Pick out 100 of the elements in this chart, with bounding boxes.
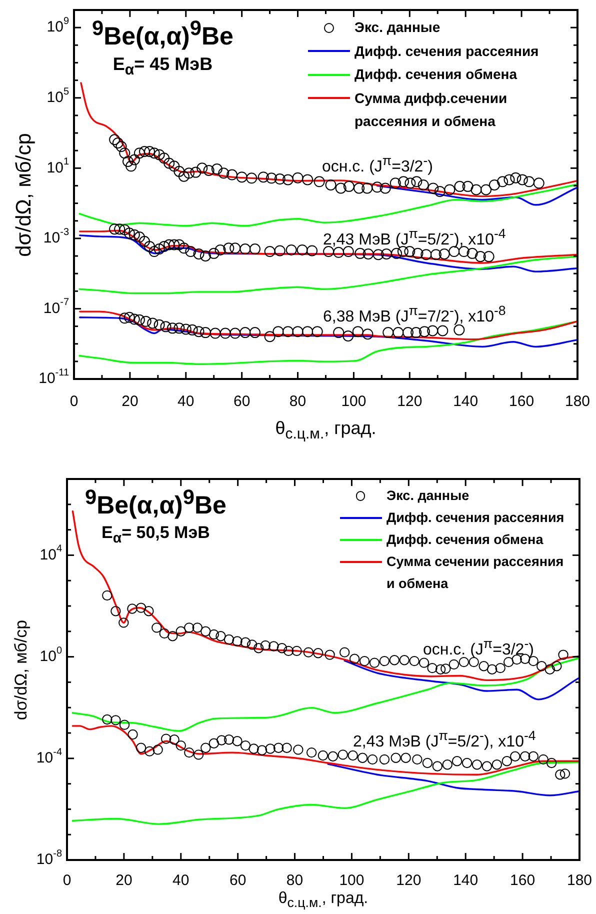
point [411,176,422,188]
point [392,327,404,338]
point [136,742,146,753]
point [147,318,158,329]
point [127,604,138,614]
point [390,752,401,763]
point [232,636,242,646]
point [313,648,324,658]
point [382,327,394,338]
point [409,656,420,666]
point [402,327,414,338]
point [335,182,346,194]
point [495,662,506,674]
point [109,134,120,146]
point [230,242,241,254]
point [440,664,451,674]
point [110,606,121,616]
point [323,246,334,258]
x-tick-label: 160 [510,872,536,890]
annotation: 2,43 МэВ (J$^{π}$=5/2$^{-}$), x10$^{-4}$ [323,226,506,249]
point [483,251,494,262]
point [193,750,204,760]
point [230,328,241,339]
point [379,754,390,765]
point [260,640,271,651]
point [437,325,448,336]
point [478,661,489,672]
point [154,149,165,160]
point [166,322,178,334]
point [492,760,502,770]
point [362,248,374,260]
legend-label: Дифф. сечения обмена [386,531,544,549]
point [200,250,211,262]
point [318,750,328,761]
point [210,328,221,339]
point [158,240,170,252]
point [427,325,438,336]
line-series [344,660,580,700]
chart-title: $^{9}$Be(α,α)$^{9}$Be [92,17,234,51]
point [372,249,384,260]
x-tick-label: 60 [233,393,250,410]
point [427,662,438,674]
x-tick-label: 80 [289,393,306,410]
point [504,174,515,186]
point [211,164,222,175]
point [524,176,535,188]
point [458,246,470,258]
point [362,182,373,194]
x-tick-label: 80 [286,872,304,890]
point [159,628,170,639]
point [510,751,520,762]
point [226,169,238,180]
y-axis-title: dσ/dΩ, мб/ср [12,132,36,256]
point [482,761,492,772]
point [119,224,130,236]
point [448,659,460,670]
point [448,246,460,258]
point [180,324,192,335]
point [240,637,251,648]
legend-label: Сумма дифф.сечении рассеяния и обмена [354,88,508,131]
point [274,174,286,185]
point [249,244,260,255]
point [119,148,130,159]
point [510,172,522,184]
legend-label: Экс. данные [386,487,470,505]
point [325,179,336,190]
point [512,654,522,665]
point [109,224,120,235]
point [183,168,194,179]
point [422,758,433,768]
point [272,326,284,338]
point [536,661,547,672]
point [128,729,138,740]
point [391,248,402,259]
x-tick-label: 40 [172,872,190,890]
point [184,747,194,758]
point [138,146,150,157]
point [264,246,276,258]
point [399,655,410,666]
x-tick-label: 100 [339,872,364,890]
point [274,245,286,256]
point [140,316,152,327]
point [430,249,442,260]
point [136,602,146,613]
point [273,742,284,753]
legend-label: Дифф. сечения обмена [354,65,518,84]
point [380,182,391,194]
point [200,327,211,338]
point [352,326,364,338]
point [216,735,227,746]
point [420,249,432,260]
point [152,744,163,755]
legend-label: Дифф. сечения рассеяния [386,509,564,527]
point [372,182,383,193]
point [480,184,492,196]
point [552,661,562,672]
point [190,166,202,178]
point [546,758,557,768]
y-axis-title: dσ/dΩ, мб/ср [12,619,32,720]
point [164,239,175,250]
